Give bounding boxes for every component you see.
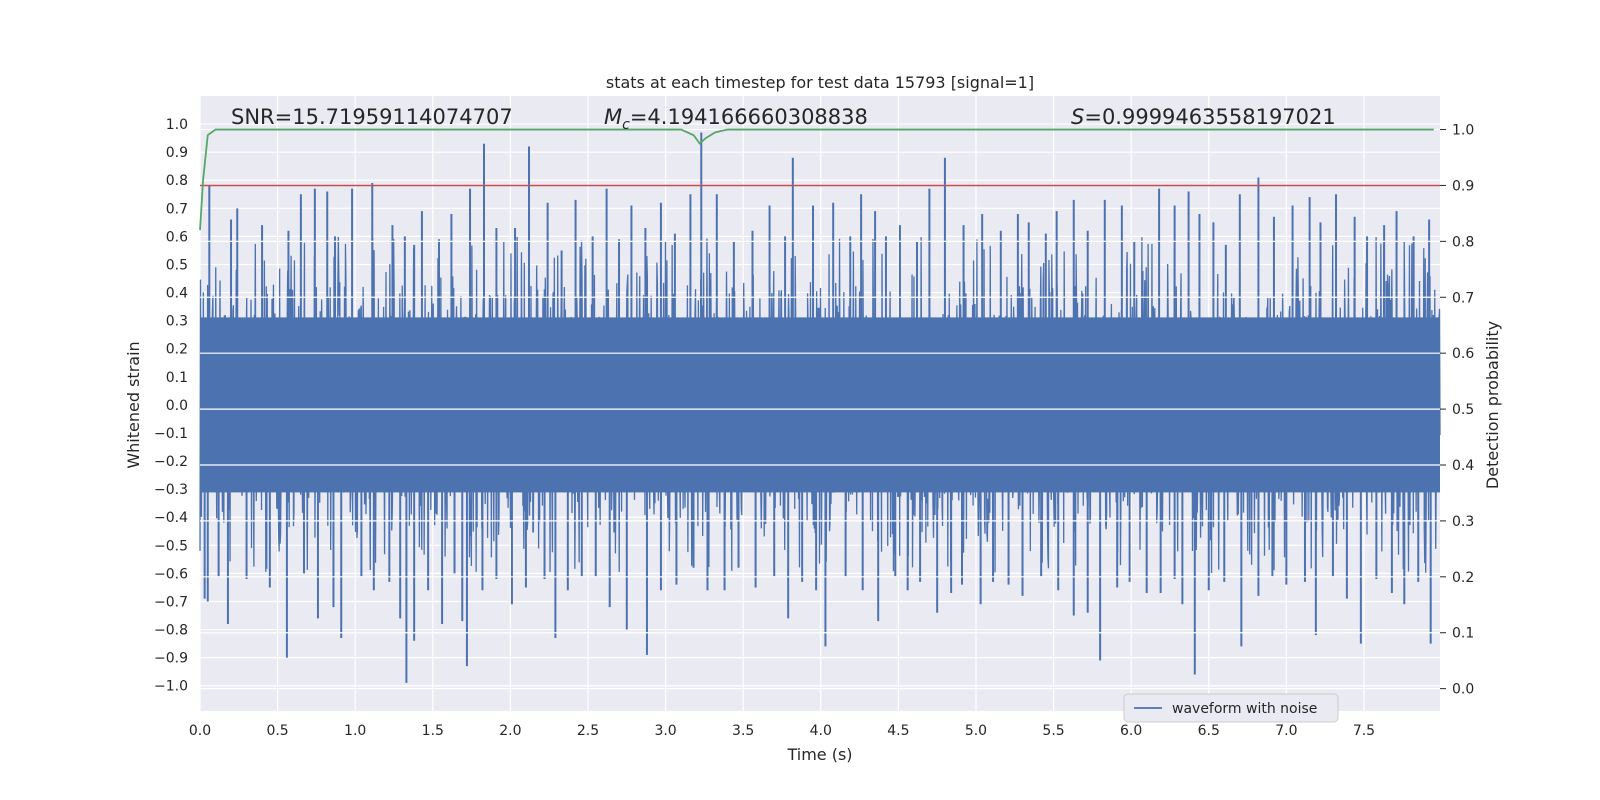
y-tick-label: −0.5 — [154, 538, 188, 554]
y2-tick-label: 0.5 — [1452, 402, 1474, 418]
tick-layer: 0.0 0.5 1.0 1.5 2.0 2.5 3.0 3.5 4.0 4.5 5.0 5.5 6.0 6… — [154, 117, 1474, 739]
y-tick-label: 0.3 — [166, 314, 188, 330]
x-axis-label: Time (s) — [786, 745, 852, 764]
x-tick-label: 4.5 — [887, 723, 909, 739]
x-tick-label: 3.5 — [732, 723, 754, 739]
x-tick-label: 7.0 — [1275, 723, 1297, 739]
chirp-mass-value: =4.194166660308838 — [630, 105, 868, 129]
y-tick-label: −0.6 — [154, 566, 188, 582]
y-tick-label: −0.8 — [154, 623, 188, 639]
y-tick-label: 0.2 — [166, 342, 188, 358]
waveform-noise-core — [200, 317, 1440, 493]
y2-tick-label: 0.0 — [1452, 682, 1474, 698]
y2-tick-label: 0.4 — [1452, 458, 1474, 474]
y-axis-label: Whitened strain — [124, 341, 143, 468]
y-tick-label: 0.1 — [166, 370, 188, 386]
y2-tick-label: 0.1 — [1452, 626, 1474, 642]
data-layer — [199, 132, 1441, 683]
y2-tick-label: 1.0 — [1452, 123, 1474, 139]
y-tick-label: 0.4 — [166, 286, 188, 302]
score-symbol: S — [1071, 105, 1084, 129]
y-tick-label: −0.3 — [154, 482, 188, 498]
y-tick-label: 0.0 — [166, 398, 188, 414]
y2-tick-label: 0.7 — [1452, 290, 1474, 306]
chirp-mass-symbol: M — [604, 105, 622, 129]
x-tick-label: 1.0 — [344, 723, 366, 739]
legend-label: waveform with noise — [1172, 701, 1317, 717]
snr-annotation: SNR=15.71959114074707 — [231, 105, 513, 129]
x-tick-label: 0.0 — [189, 723, 211, 739]
chirp-mass-annotation: Mc=4.194166660308838 — [604, 105, 868, 133]
score-annotation: S=0.9999463558197021 — [1071, 105, 1336, 129]
y-tick-label: 0.7 — [166, 201, 188, 217]
detection-probability-line — [199, 128, 1434, 231]
x-tick-label: 6.0 — [1120, 723, 1142, 739]
y2-axis-label: Detection probability — [1483, 321, 1502, 489]
y2-tick-label: 0.9 — [1452, 178, 1474, 194]
y2-tick-label: 0.2 — [1452, 570, 1474, 586]
score-value: =0.9999463558197021 — [1084, 105, 1335, 129]
x-tick-label: 1.5 — [422, 723, 444, 739]
x-tick-label: 2.0 — [499, 723, 521, 739]
y-tick-label: 1.0 — [166, 117, 188, 133]
y2-tick-label: 0.8 — [1452, 234, 1474, 250]
chart-title: stats at each timestep for test data 157… — [606, 73, 1034, 92]
chirp-mass-subscript: c — [622, 117, 630, 133]
x-tick-label: 7.5 — [1353, 723, 1375, 739]
legend: waveform with noise — [1123, 693, 1339, 723]
y-tick-label: −0.1 — [154, 426, 188, 442]
y-tick-label: −0.4 — [154, 510, 188, 526]
x-tick-label: 0.5 — [266, 723, 288, 739]
y2-tick-label: 0.3 — [1452, 514, 1474, 530]
y-tick-label: −0.2 — [154, 454, 188, 470]
y-tick-label: −1.0 — [154, 679, 188, 695]
x-tick-label: 3.0 — [654, 723, 676, 739]
x-tick-label: 4.0 — [810, 723, 832, 739]
legend-box — [1123, 693, 1339, 723]
x-tick-label: 2.5 — [577, 723, 599, 739]
y2-tick-label: 0.6 — [1452, 346, 1474, 362]
y-tick-label: 0.8 — [166, 173, 188, 189]
x-tick-label: 5.5 — [1042, 723, 1064, 739]
y-tick-label: 0.5 — [166, 257, 188, 273]
y-tick-label: −0.9 — [154, 651, 188, 667]
x-tick-label: 6.5 — [1198, 723, 1220, 739]
y-tick-label: 0.9 — [166, 145, 188, 161]
y-tick-label: 0.6 — [166, 229, 188, 245]
overlay-grid — [199, 128, 1440, 690]
y-tick-label: −0.7 — [154, 594, 188, 610]
x-tick-label: 5.0 — [965, 723, 987, 739]
